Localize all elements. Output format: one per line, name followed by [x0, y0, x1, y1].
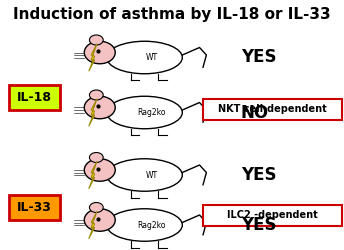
Polygon shape — [89, 99, 97, 126]
Text: NO: NO — [241, 104, 269, 122]
Text: Induction of asthma by IL-18 or IL-33: Induction of asthma by IL-18 or IL-33 — [13, 8, 331, 22]
Ellipse shape — [107, 209, 182, 241]
Ellipse shape — [89, 202, 103, 212]
Polygon shape — [89, 161, 97, 189]
Polygon shape — [89, 211, 97, 239]
FancyBboxPatch shape — [203, 205, 342, 226]
Ellipse shape — [89, 35, 103, 45]
Ellipse shape — [107, 41, 182, 74]
Ellipse shape — [84, 41, 115, 64]
Ellipse shape — [89, 152, 103, 162]
Text: WT: WT — [145, 53, 158, 62]
Text: ILC2 -dependent: ILC2 -dependent — [227, 210, 318, 220]
FancyBboxPatch shape — [9, 195, 60, 220]
Ellipse shape — [84, 159, 115, 181]
Text: WT: WT — [145, 170, 158, 179]
Ellipse shape — [89, 90, 103, 100]
Text: NKT cell-dependent: NKT cell-dependent — [218, 104, 327, 114]
Text: YES: YES — [241, 216, 276, 234]
Polygon shape — [89, 44, 97, 71]
Text: IL-33: IL-33 — [17, 201, 52, 214]
Text: IL-18: IL-18 — [17, 91, 52, 104]
FancyBboxPatch shape — [203, 99, 342, 120]
Text: Rag2ko: Rag2ko — [137, 108, 165, 117]
Text: Rag2ko: Rag2ko — [137, 220, 165, 230]
Text: YES: YES — [241, 48, 276, 66]
Ellipse shape — [84, 96, 115, 119]
Text: YES: YES — [241, 166, 276, 184]
FancyBboxPatch shape — [9, 85, 60, 110]
Ellipse shape — [107, 159, 182, 191]
Ellipse shape — [84, 209, 115, 231]
Ellipse shape — [107, 96, 182, 129]
